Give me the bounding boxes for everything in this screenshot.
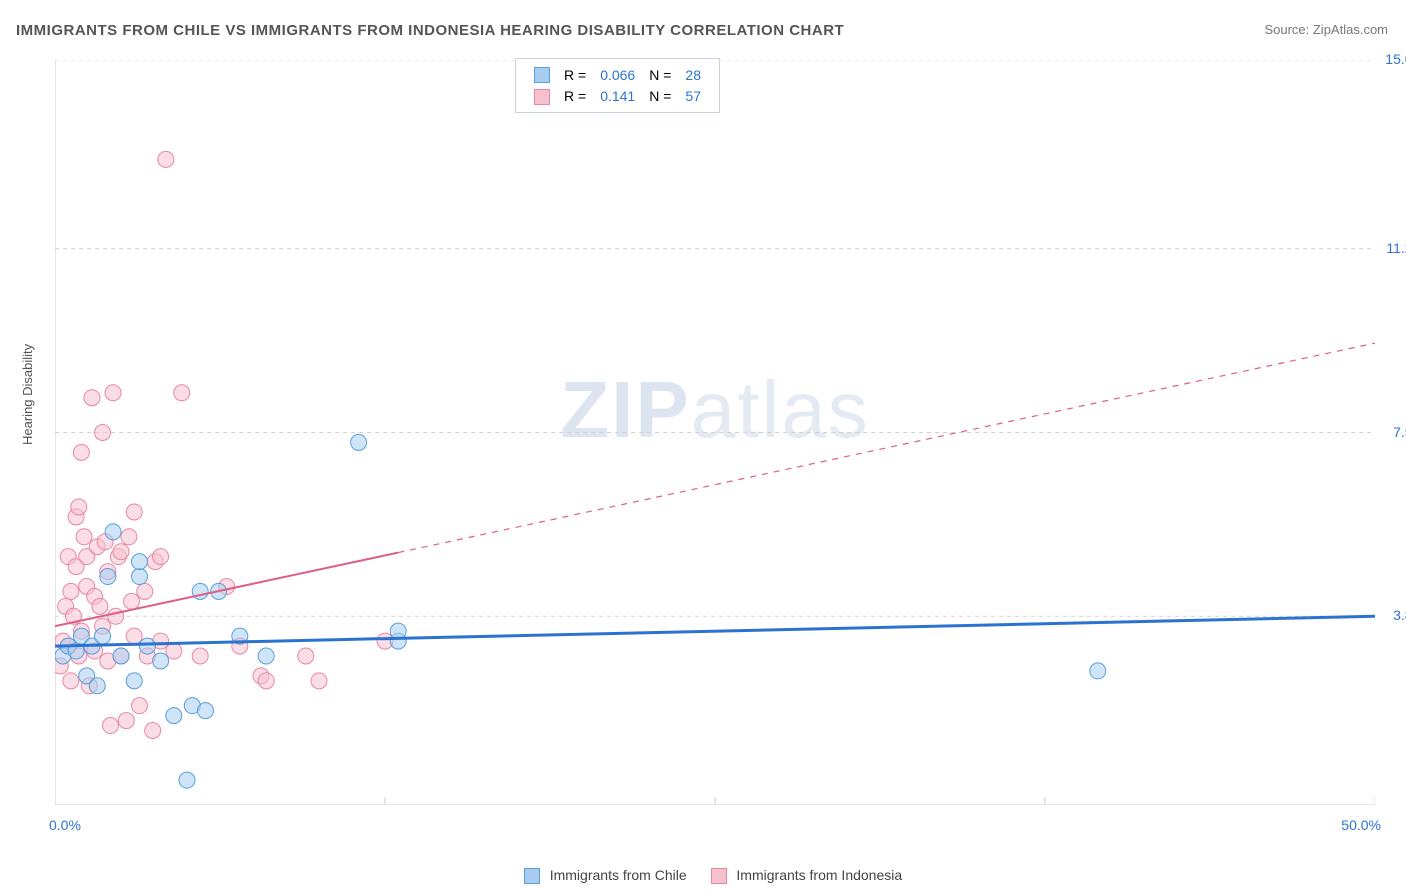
n-value-series2: 57 (679, 86, 707, 105)
x-axis-min-label: 0.0% (49, 817, 81, 833)
swatch-series2 (534, 89, 550, 105)
n-value-series1: 28 (679, 65, 707, 84)
chart-title: IMMIGRANTS FROM CHILE VS IMMIGRANTS FROM… (16, 22, 844, 39)
r-value-series1: 0.066 (594, 65, 641, 84)
n-label: N = (643, 65, 677, 84)
y-tick-label: 7.5% (1393, 424, 1406, 440)
legend-label-series1: Immigrants from Chile (550, 867, 687, 883)
r-label: R = (558, 86, 592, 105)
chart-svg (55, 60, 1375, 805)
swatch-series2-bottom (711, 868, 727, 884)
swatch-series1-bottom (524, 868, 540, 884)
r-value-series2: 0.141 (594, 86, 641, 105)
source-attribution: Source: ZipAtlas.com (1264, 22, 1388, 37)
y-tick-label: 3.8% (1393, 607, 1406, 623)
chart-plot-area: ZIPatlas R = 0.066 N = 28 R = 0.141 N = … (55, 60, 1375, 805)
x-axis-max-label: 50.0% (1341, 817, 1381, 833)
legend-label-series2: Immigrants from Indonesia (736, 867, 902, 883)
r-label: R = (558, 65, 592, 84)
stats-legend-box: R = 0.066 N = 28 R = 0.141 N = 57 (515, 58, 720, 113)
bottom-legend: Immigrants from Chile Immigrants from In… (0, 867, 1406, 884)
n-label: N = (643, 86, 677, 105)
y-axis-label: Hearing Disability (20, 344, 35, 445)
stats-row-series1: R = 0.066 N = 28 (528, 65, 707, 84)
y-tick-label: 15.0% (1385, 51, 1406, 67)
y-tick-label: 11.2% (1386, 240, 1406, 256)
stats-row-series2: R = 0.141 N = 57 (528, 86, 707, 105)
swatch-series1 (534, 67, 550, 83)
